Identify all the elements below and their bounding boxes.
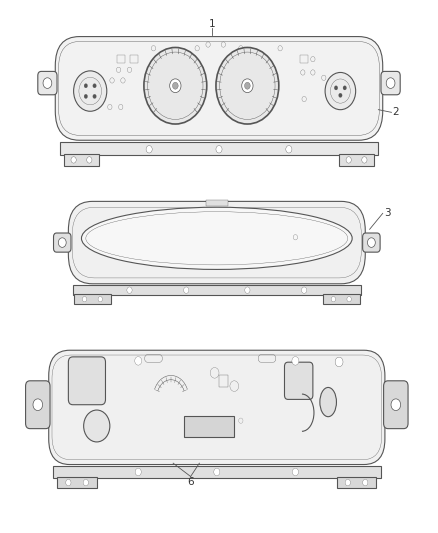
Bar	[60, 142, 378, 155]
Circle shape	[331, 296, 336, 302]
Bar	[323, 294, 360, 304]
Circle shape	[98, 296, 102, 302]
Circle shape	[386, 78, 395, 88]
Circle shape	[363, 479, 368, 486]
Circle shape	[71, 157, 76, 163]
Circle shape	[242, 79, 253, 93]
Circle shape	[74, 71, 107, 111]
Circle shape	[184, 287, 189, 293]
FancyBboxPatch shape	[38, 71, 57, 95]
Circle shape	[245, 287, 250, 293]
Circle shape	[334, 86, 338, 90]
Circle shape	[325, 72, 356, 110]
Bar	[219, 375, 228, 387]
Circle shape	[286, 146, 292, 153]
Circle shape	[127, 287, 132, 293]
Circle shape	[91, 357, 99, 367]
Ellipse shape	[320, 387, 336, 417]
Bar	[206, 200, 228, 206]
Bar	[64, 154, 99, 166]
Bar	[184, 416, 234, 437]
Circle shape	[33, 399, 42, 410]
Circle shape	[301, 287, 307, 293]
Circle shape	[346, 157, 351, 163]
Circle shape	[84, 410, 110, 442]
Circle shape	[66, 479, 71, 486]
Circle shape	[339, 93, 342, 98]
Circle shape	[82, 296, 87, 302]
Circle shape	[170, 79, 181, 93]
FancyBboxPatch shape	[68, 201, 365, 284]
Circle shape	[214, 469, 220, 475]
Circle shape	[244, 82, 250, 89]
Circle shape	[87, 157, 92, 163]
Bar	[73, 285, 361, 295]
FancyBboxPatch shape	[53, 233, 71, 252]
Bar	[53, 466, 381, 478]
Bar	[300, 55, 308, 63]
Circle shape	[84, 84, 88, 88]
Text: 1: 1	[209, 19, 216, 29]
Circle shape	[347, 296, 351, 302]
Text: 2: 2	[392, 107, 399, 117]
FancyBboxPatch shape	[363, 233, 380, 252]
Circle shape	[335, 357, 343, 367]
FancyBboxPatch shape	[384, 381, 408, 429]
Circle shape	[391, 399, 401, 410]
Bar	[74, 294, 111, 304]
Text: 3: 3	[384, 208, 390, 219]
Circle shape	[216, 47, 279, 124]
Bar	[57, 477, 97, 488]
Circle shape	[58, 238, 66, 247]
FancyBboxPatch shape	[285, 362, 313, 399]
Circle shape	[43, 78, 52, 88]
Bar	[339, 154, 374, 166]
Circle shape	[292, 469, 298, 475]
Bar	[337, 477, 376, 488]
Circle shape	[345, 479, 350, 486]
FancyBboxPatch shape	[25, 381, 50, 429]
FancyBboxPatch shape	[55, 37, 383, 140]
Bar	[130, 55, 138, 63]
Circle shape	[93, 84, 96, 88]
Ellipse shape	[81, 207, 352, 269]
Circle shape	[83, 479, 88, 486]
Circle shape	[343, 86, 346, 90]
Circle shape	[135, 469, 141, 475]
Circle shape	[84, 94, 88, 99]
Circle shape	[146, 146, 152, 153]
FancyBboxPatch shape	[68, 357, 106, 405]
Circle shape	[135, 357, 142, 365]
Circle shape	[292, 357, 299, 365]
Circle shape	[144, 47, 207, 124]
FancyBboxPatch shape	[381, 71, 400, 95]
Circle shape	[216, 146, 222, 153]
Circle shape	[93, 94, 96, 99]
Bar	[117, 55, 125, 63]
FancyBboxPatch shape	[49, 350, 385, 465]
Text: 6: 6	[187, 477, 194, 487]
Circle shape	[173, 82, 178, 89]
Circle shape	[367, 238, 375, 247]
Circle shape	[362, 157, 367, 163]
